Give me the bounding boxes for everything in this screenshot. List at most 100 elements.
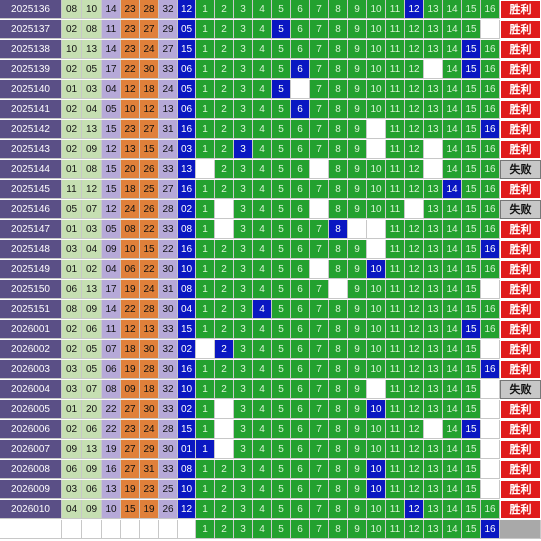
drawn-number-cell: 09 [82, 140, 102, 159]
trend-cell: 6 [291, 480, 310, 499]
trend-cell: 9 [348, 440, 367, 459]
trend-cell: 14 [443, 20, 462, 39]
trend-empty-cell [215, 200, 234, 219]
trend-cell: 5 [272, 280, 291, 299]
drawn-number-cell: 30 [159, 300, 178, 319]
trend-cell: 10 [367, 360, 386, 379]
trend-cell: 3 [234, 360, 253, 379]
trend-cell: 12 [405, 280, 424, 299]
trend-cell: 9 [348, 360, 367, 379]
trend-cell: 4 [253, 400, 272, 419]
blue-ball-cell: 08 [178, 220, 196, 239]
drawn-number-cell: 02 [62, 140, 82, 159]
trend-cell: 6 [291, 180, 310, 199]
drawn-number-cell: 08 [62, 0, 82, 19]
trend-cell: 11 [386, 520, 405, 539]
trend-empty-cell [424, 140, 443, 159]
trend-cell: 4 [253, 320, 272, 339]
drawn-number-cell: 13 [159, 100, 178, 119]
trend-empty-cell [481, 480, 500, 499]
trend-cell: 7 [310, 280, 329, 299]
trend-empty-cell [481, 380, 500, 399]
drawn-number-cell: 06 [121, 260, 140, 279]
trend-cell: 5 [272, 420, 291, 439]
drawn-number-cell: 04 [82, 240, 102, 259]
drawn-number-cell: 17 [102, 60, 121, 79]
trend-cell: 2 [215, 20, 234, 39]
trend-cell: 5 [272, 400, 291, 419]
drawn-number-cell: 12 [121, 80, 140, 99]
drawn-number-cell: 15 [140, 240, 159, 259]
drawn-number-cell: 25 [140, 180, 159, 199]
drawn-number-cell: 18 [121, 340, 140, 359]
drawn-number-cell: 06 [62, 460, 82, 479]
result-badge: 胜利 [500, 40, 541, 59]
drawn-number-cell: 26 [140, 160, 159, 179]
drawn-number-cell: 24 [121, 200, 140, 219]
trend-cell: 4 [253, 440, 272, 459]
result-badge: 胜利 [500, 300, 541, 319]
trend-cell: 13 [424, 20, 443, 39]
trend-cell: 12 [405, 520, 424, 539]
period-cell: 2025148 [0, 240, 62, 259]
table-row: 2025138 10 13 14 23 24 27 15 1 2 3 4 5 6 7 8 9 10 11 12 13 14… [0, 40, 541, 60]
trend-cell: 11 [386, 40, 405, 59]
trend-cell: 2 [215, 240, 234, 259]
drawn-number-cell: 02 [62, 420, 82, 439]
trend-cell: 1 [196, 480, 215, 499]
drawn-number-cell: 26 [140, 200, 159, 219]
drawn-number-cell: 12 [102, 200, 121, 219]
table-row: 2025137 02 08 11 23 27 29 05 1 2 3 4 5 6 7 8 9 10 11 12 13 14… [0, 20, 541, 40]
trend-cell: 1 [196, 240, 215, 259]
period-cell: 2025146 [0, 200, 62, 219]
trend-cell: 1 [196, 200, 215, 219]
trend-cell: 8 [329, 500, 348, 519]
trend-cell: 12 [405, 480, 424, 499]
trend-cell: 6 [291, 520, 310, 539]
result-badge: 胜利 [500, 480, 541, 499]
trend-cell: 3 [234, 280, 253, 299]
drawn-number-cell: 18 [140, 80, 159, 99]
trend-cell: 11 [386, 200, 405, 219]
drawn-number-cell: 31 [140, 460, 159, 479]
trend-cell: 3 [234, 240, 253, 259]
trend-cell: 8 [329, 340, 348, 359]
trend-hit-cell: 15 [462, 320, 481, 339]
trend-empty-cell [310, 200, 329, 219]
trend-empty-cell [310, 160, 329, 179]
result-badge: 胜利 [500, 120, 541, 139]
blue-ball-cell: 16 [178, 180, 196, 199]
trend-cell: 8 [329, 120, 348, 139]
trend-cell: 4 [253, 120, 272, 139]
trend-cell: 12 [405, 440, 424, 459]
period-cell: 2026002 [0, 340, 62, 359]
trend-cell: 3 [234, 80, 253, 99]
trend-cell: 15 [462, 340, 481, 359]
drawn-number-cell: 32 [159, 340, 178, 359]
trend-cell: 8 [329, 80, 348, 99]
trend-cell: 6 [291, 400, 310, 419]
drawn-number-cell: 11 [102, 20, 121, 39]
trend-cell: 2 [215, 380, 234, 399]
trend-hit-cell: 10 [367, 260, 386, 279]
trend-cell: 15 [462, 200, 481, 219]
drawn-number-cell: 13 [82, 40, 102, 59]
trend-cell: 6 [291, 380, 310, 399]
trend-hit-cell: 6 [291, 100, 310, 119]
trend-cell: 1 [196, 120, 215, 139]
period-cell [0, 520, 62, 539]
trend-cell: 16 [481, 200, 500, 219]
trend-empty-cell [196, 340, 215, 359]
table-row: 2026003 03 05 06 19 28 30 16 1 2 3 4 5 6 7 8 9 10 11 12 13 14… [0, 360, 541, 380]
trend-hit-cell: 16 [481, 360, 500, 379]
drawn-number-cell: 27 [159, 180, 178, 199]
trend-cell: 4 [253, 200, 272, 219]
period-cell: 2026007 [0, 440, 62, 459]
trend-cell: 1 [196, 280, 215, 299]
table-row: 2026002 02 05 07 18 30 32 02 2 3 4 5 6 7 8 9 10 11 12 13 14 1… [0, 340, 541, 360]
blue-ball-cell: 05 [178, 80, 196, 99]
trend-cell: 9 [348, 500, 367, 519]
trend-cell: 12 [405, 340, 424, 359]
table-row: 2026008 06 09 16 27 31 33 08 1 2 3 4 5 6 7 8 9 10 11 12 13 14… [0, 460, 541, 480]
drawn-number-cell [121, 520, 140, 539]
